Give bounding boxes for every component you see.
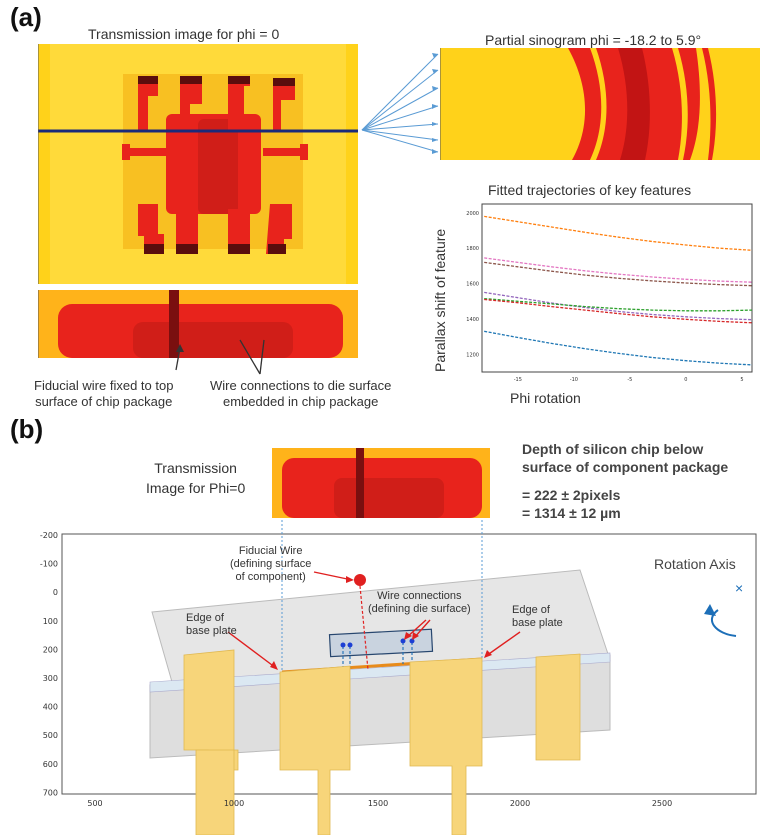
sinogram-title: Partial sinogram phi = -18.2 to 5.9° — [485, 32, 702, 48]
fiducial-wire-label-line2: (defining surface — [230, 558, 312, 570]
depth-value-pixels: = 222 ± 2pixels — [522, 487, 621, 503]
chart-xlabel: Phi rotation — [510, 390, 581, 406]
schematic-y-tick: 300 — [43, 674, 58, 683]
trajectory-series-6 — [484, 298, 753, 324]
fiducial-wire-label-line3: of component) — [235, 571, 306, 583]
trajectory-series-3 — [484, 261, 753, 287]
fiducial-caption-a: Fiducial wire fixed to top surface of ch… — [34, 378, 173, 410]
schematic-plot: 500 1000 1500 2000 2500 -200 -100 0 100 200 300 400… — [40, 520, 757, 835]
fiducial-caption-line2: surface of chip package — [35, 394, 173, 409]
y-tick-label: 2000 — [466, 211, 479, 217]
x-tick-label: -10 — [570, 377, 578, 383]
transmission-caption-b: Transmission Image for Phi=0 — [146, 458, 245, 498]
y-tick-label: 1800 — [466, 246, 479, 252]
x-tick-label: 5 — [740, 377, 743, 383]
edge-right-label-line1: Edge of — [512, 604, 550, 616]
trajectory-series-4 — [484, 291, 753, 321]
y-tick-label: 1200 — [466, 352, 479, 358]
schematic-y-tick: 0 — [53, 588, 58, 597]
schematic-y-tick: -200 — [40, 531, 58, 540]
edge-left-label-line2: base plate — [186, 625, 237, 637]
fitted-trajectories-chart: -15 -10 -5 0 5 1200 1400 1600 1800 2000 — [466, 203, 753, 383]
fiducial-wire-label-line1: Fiducial Wire — [238, 545, 303, 557]
schematic-y-tick: 400 — [43, 703, 58, 712]
scan-to-sinogram-arrows — [361, 53, 439, 154]
transmission-caption-b-line2: Image for Phi=0 — [146, 480, 246, 496]
chart-frame — [481, 203, 753, 373]
edge-left-label-line1: Edge of — [186, 612, 224, 624]
chart-ylabel: Parallax shift of feature — [432, 228, 448, 372]
depth-value-microns: = 1314 ± 12 µm — [522, 505, 621, 521]
trajectory-series-1 — [484, 215, 753, 251]
edge-right-label: Edge of base plate — [512, 604, 563, 630]
fiducial-wire-label: Fiducial Wire (defining surface of compo… — [230, 545, 311, 584]
transmission-image — [38, 44, 358, 284]
depth-title-line2: surface of component package — [522, 459, 729, 475]
x-tick-label: -15 — [514, 377, 522, 383]
schematic-y-tick: 200 — [43, 645, 58, 654]
partial-sinogram — [440, 48, 760, 160]
schematic-y-tick: 700 — [43, 788, 58, 797]
schematic-y-tick: 500 — [43, 731, 58, 740]
zoomed-strip-a — [38, 290, 358, 358]
x-tick-label: 0 — [684, 377, 687, 383]
rotation-axis-marker: × — [735, 580, 744, 596]
annotation-arrows-a — [175, 339, 265, 375]
y-tick-label: 1600 — [466, 282, 479, 288]
schematic-y-tick: 600 — [43, 760, 58, 769]
transmission-image-title: Transmission image for phi = 0 — [88, 26, 280, 42]
depth-title-line1: Depth of silicon chip below — [522, 441, 704, 457]
trajectory-series-2 — [484, 257, 753, 283]
wire-caption-line1: Wire connections to die surface — [210, 378, 392, 393]
depth-values: = 222 ± 2pixels = 1314 ± 12 µm — [522, 486, 621, 522]
panel-b-label: (b) — [10, 414, 44, 444]
wire-caption-a: Wire connections to die surface embedded… — [210, 378, 391, 410]
schematic-x-tick: 2500 — [652, 799, 672, 808]
edge-right-label-line2: base plate — [512, 617, 563, 629]
schematic-x-tick: 1000 — [224, 799, 244, 808]
schematic-x-tick: 2000 — [510, 799, 530, 808]
wire-connections-label-line2: (defining die surface) — [368, 603, 471, 615]
transmission-caption-b-line1: Transmission — [154, 460, 237, 476]
depth-title: Depth of silicon chip below surface of c… — [522, 440, 728, 476]
transmission-image-b — [272, 448, 490, 518]
schematic-y-tick: 100 — [43, 617, 58, 626]
schematic-x-tick: 500 — [87, 799, 102, 808]
x-tick-label: -5 — [627, 377, 632, 383]
wire-caption-line2: embedded in chip package — [222, 394, 379, 409]
wire-connections-label: Wire connections (defining die surface) — [368, 590, 471, 616]
fiducial-caption-line1: Fiducial wire fixed to top — [34, 378, 174, 393]
schematic-x-tick: 1500 — [368, 799, 388, 808]
edge-left-label: Edge of base plate — [186, 612, 237, 638]
rotation-axis-label: Rotation Axis — [654, 556, 736, 572]
chart-title: Fitted trajectories of key features — [488, 182, 692, 198]
wire-connections-label-line1: Wire connections — [377, 590, 462, 602]
trajectory-series-5 — [484, 297, 753, 312]
trajectory-series-7 — [484, 330, 753, 366]
y-tick-label: 1400 — [466, 317, 479, 323]
panel-a-label: (a) — [10, 2, 42, 32]
schematic-y-tick: -100 — [40, 560, 58, 569]
